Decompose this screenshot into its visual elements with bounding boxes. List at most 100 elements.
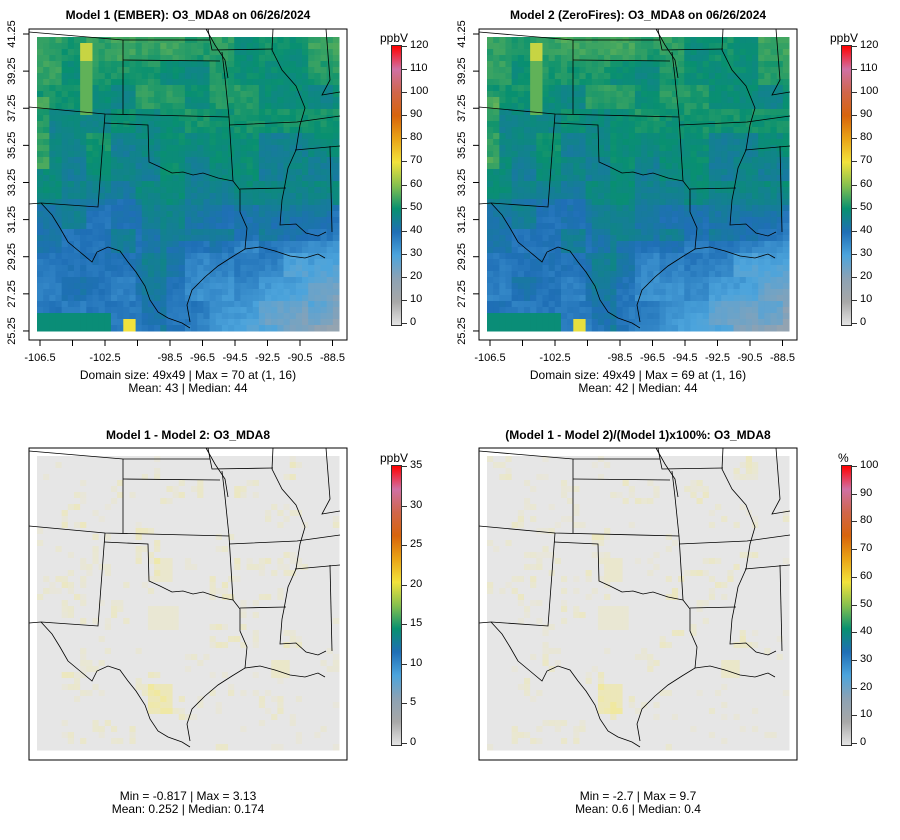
heatmap-cell — [295, 187, 303, 194]
heatmap-cell — [37, 139, 44, 146]
heatmap-cell — [295, 163, 303, 170]
heatmap-cell — [678, 109, 685, 116]
heatmap-cell — [135, 145, 143, 152]
heatmap-cell — [585, 97, 593, 104]
heatmap-cell — [622, 145, 630, 152]
heatmap-cell — [326, 163, 334, 170]
heatmap-cell — [523, 49, 531, 56]
heatmap-cell — [517, 133, 525, 140]
heatmap-cell — [678, 43, 685, 50]
heatmap-cell — [314, 43, 322, 50]
heatmap-cell — [49, 253, 56, 260]
heatmap-cell — [117, 241, 124, 248]
heatmap-cell — [191, 259, 198, 266]
state-border — [28, 113, 106, 208]
heatmap-cell — [203, 229, 211, 236]
heatmap-cell — [265, 313, 272, 320]
heatmap-cell — [271, 49, 278, 56]
heatmap-cell — [252, 49, 260, 56]
heatmap-cell — [86, 121, 93, 128]
heatmap-cell — [678, 61, 685, 68]
heatmap-cell — [770, 169, 778, 176]
heatmap-cell — [505, 253, 513, 260]
heatmap-cell — [745, 193, 753, 200]
heatmap-cell — [764, 205, 772, 212]
heatmap-cell — [228, 217, 235, 224]
heatmap-cell — [308, 127, 315, 134]
heatmap-cell — [166, 313, 174, 320]
heatmap-cell — [240, 205, 248, 212]
heatmap-cell — [671, 139, 679, 146]
heatmap-cell — [104, 61, 112, 68]
colorbar-tick-label: 40 — [851, 223, 873, 236]
heatmap-cell — [523, 115, 531, 122]
heatmap-cell — [665, 283, 673, 290]
heatmap-cell — [567, 217, 574, 224]
heatmap-cell — [548, 289, 556, 296]
heatmap-cell — [733, 115, 741, 122]
heatmap-cell — [727, 187, 735, 194]
heatmap-cell — [721, 43, 728, 50]
heatmap-cell — [110, 163, 118, 170]
heatmap-cell — [123, 265, 130, 272]
heatmap-cell — [240, 85, 248, 92]
heatmap-cell — [487, 187, 494, 194]
heatmap-cell — [727, 121, 735, 128]
heatmap-cell — [634, 67, 642, 74]
heatmap-cell — [80, 61, 87, 68]
heatmap-cell — [560, 163, 568, 170]
heatmap-cell — [215, 79, 223, 86]
heatmap-cell — [295, 55, 303, 62]
heatmap-cell — [770, 175, 778, 182]
heatmap-cell — [147, 91, 155, 98]
heatmap-cell — [536, 85, 543, 92]
heatmap-cell — [542, 145, 550, 152]
heatmap-cell — [209, 325, 217, 332]
heatmap-cell — [184, 319, 192, 326]
heatmap-cell — [110, 253, 118, 260]
heatmap-cell — [530, 235, 537, 242]
heatmap-cell — [55, 151, 63, 158]
heatmap-cell — [246, 199, 254, 206]
heatmap-cell — [653, 97, 661, 104]
heatmap-cell — [302, 61, 309, 68]
heatmap-cell — [283, 313, 291, 320]
heatmap-cell — [530, 313, 537, 320]
heatmap-cell — [277, 241, 285, 248]
heatmap-cell — [585, 79, 593, 86]
heatmap-cell — [320, 199, 328, 206]
heatmap-cell — [499, 325, 506, 332]
heatmap-cell — [739, 241, 747, 248]
heatmap-cell — [110, 175, 118, 182]
heatmap-cell — [573, 181, 580, 188]
heatmap-cell — [727, 277, 735, 284]
heatmap-cell — [542, 163, 550, 170]
y-tick-label: 29.25 — [456, 243, 468, 271]
heatmap-cell — [752, 115, 759, 122]
heatmap-cell — [209, 247, 217, 254]
heatmap-cell — [616, 289, 624, 296]
heatmap-cell — [221, 325, 229, 332]
state-border — [682, 180, 698, 250]
heatmap-cell — [597, 49, 605, 56]
heatmap-cell — [616, 115, 624, 122]
heatmap-cell — [184, 151, 192, 158]
heatmap-cell — [782, 109, 790, 116]
heatmap-cell — [123, 133, 130, 140]
heatmap-cell — [678, 205, 685, 212]
heatmap-cell — [560, 121, 568, 128]
heatmap-cell — [758, 103, 765, 110]
heatmap-cell — [758, 277, 765, 284]
heatmap-cell — [702, 211, 710, 218]
stats-line-2: Mean: 43 | Median: 44 — [128, 381, 248, 395]
heatmap-cell — [653, 193, 661, 200]
heatmap-cell — [776, 43, 784, 50]
heatmap-cell — [178, 241, 186, 248]
heatmap-cell — [511, 187, 519, 194]
heatmap-cell — [604, 193, 611, 200]
heatmap-cell — [671, 73, 679, 80]
heatmap-cell — [117, 217, 124, 224]
heatmap-cell — [191, 193, 198, 200]
heatmap-cell — [98, 265, 106, 272]
heatmap-cell — [597, 229, 605, 236]
